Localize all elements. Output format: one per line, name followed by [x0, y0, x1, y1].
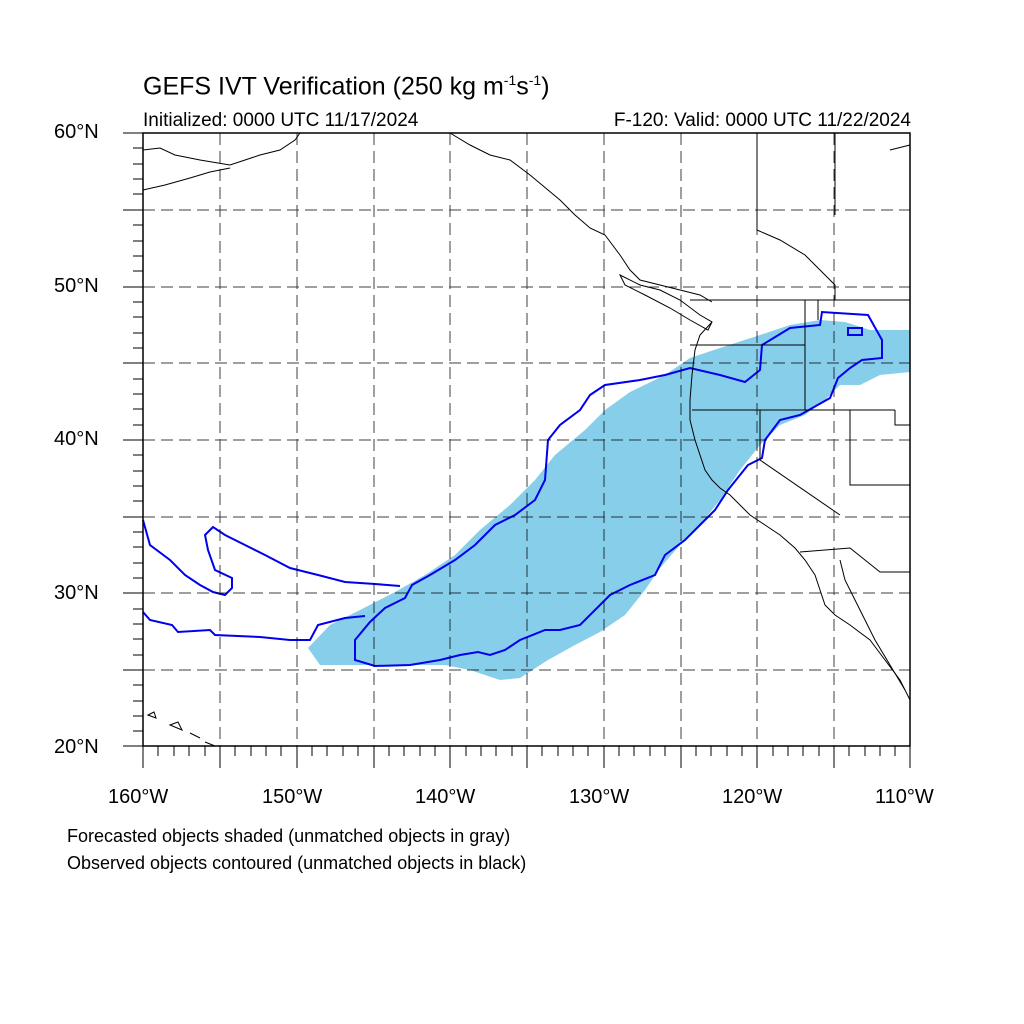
observed-object-main	[354, 310, 883, 668]
state-border-3	[759, 410, 841, 516]
observed-object-west-upper	[142, 519, 401, 597]
initialized-time: Initialized: 0000 UTC 11/17/2024	[143, 110, 419, 131]
lat-label-60n: 60°N	[54, 121, 99, 143]
axis-ticks	[123, 132, 911, 768]
hudson-coast	[889, 144, 911, 151]
observed-object-west-lower	[142, 611, 366, 641]
alaska-panhandle	[449, 132, 713, 303]
lon-label-160w: 160°W	[108, 786, 169, 808]
footnote-observed: Observed objects contoured (unmatched ob…	[67, 853, 527, 873]
lat-label-50n: 50°N	[54, 275, 99, 297]
lon-label-150w: 150°W	[262, 786, 323, 808]
map-title: GEFS IVT Verification (250 kg m-1s-1)	[143, 72, 550, 101]
forecast-object	[308, 320, 910, 680]
state-border-6	[894, 410, 910, 426]
lat-label-30n: 30°N	[54, 582, 99, 604]
alaska-coast-2	[142, 167, 231, 191]
valid-time: F-120: Valid: 0000 UTC 11/22/2024	[613, 110, 911, 131]
lat-label-40n: 40°N	[54, 428, 99, 450]
lon-label-120w: 120°W	[722, 786, 783, 808]
lat-label-20n: 20°N	[54, 736, 99, 758]
coastlines	[142, 132, 911, 747]
graticule	[143, 133, 910, 746]
alaska-coast	[142, 132, 301, 166]
lon-label-140w: 140°W	[415, 786, 476, 808]
mexico-border	[799, 547, 910, 573]
hawaii	[146, 711, 216, 747]
west-coast-us	[689, 321, 911, 701]
lon-label-130w: 130°W	[569, 786, 630, 808]
observed-contours	[142, 310, 883, 668]
footnote-forecast: Forecasted objects shaded (unmatched obj…	[67, 826, 511, 846]
canada-interior	[756, 133, 836, 300]
observed-object-small	[847, 327, 863, 336]
baja-east	[839, 559, 906, 691]
vancouver-island	[618, 273, 713, 331]
lon-label-110w: 110°W	[875, 786, 934, 808]
state-border-5	[849, 410, 910, 486]
